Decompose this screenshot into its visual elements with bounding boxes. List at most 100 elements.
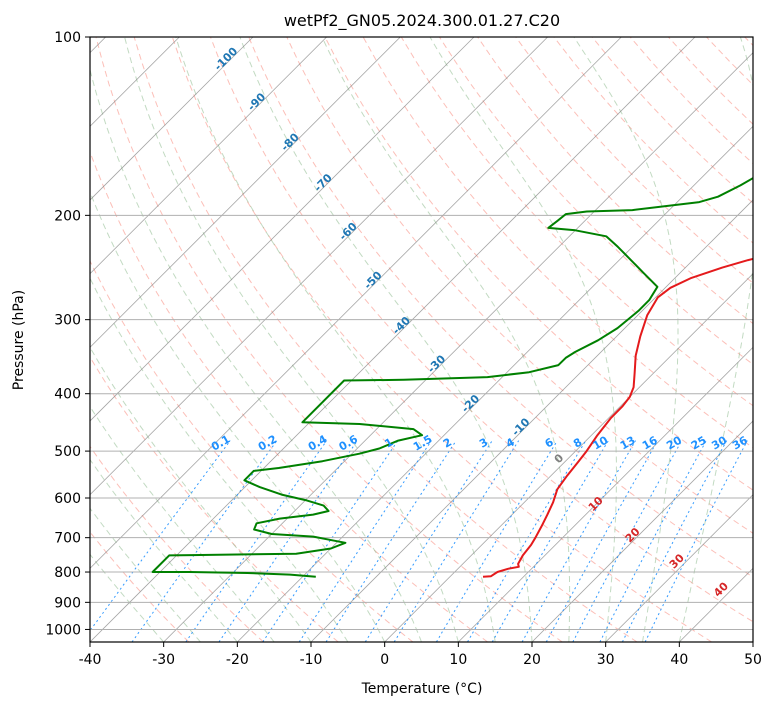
x-tick-label: 0 [380,652,389,668]
moist-adiabat [429,37,617,642]
isotherm-label: -10 [509,415,532,438]
x-tick-label: 40 [670,652,688,668]
x-axis-label: Temperature (°C) [361,681,483,697]
mixing-ratio-line [599,440,707,642]
dry-adiabat [90,259,414,642]
profile-line-1 [151,177,753,578]
moist-adiabat-label: 0 [552,451,567,466]
mixing-ratio-line [545,440,659,642]
moist-adiabat [90,67,422,642]
isotherm [605,494,753,642]
isotherm [90,37,254,201]
isotherm [679,567,753,642]
x-tick-label: -20 [226,652,249,668]
isotherm-label: -90 [245,90,268,113]
moist-adiabat [90,190,386,642]
mixing-ratio-label: 25 [689,434,709,453]
y-tick-label: 800 [54,565,81,581]
isotherm-label: -100 [212,44,241,73]
plot-frame [89,36,754,643]
mixing-ratio-line [262,440,399,642]
moist-adiabat-label: 40 [711,579,731,599]
moist-adiabat [90,277,349,642]
isotherm [90,37,475,422]
mixing-ratio-line [491,440,609,642]
moist-adiabat [678,37,753,642]
dry-adiabat [591,37,753,204]
moist-adiabat [90,507,201,642]
profile-lines [151,177,753,578]
mixing-ratio-label: 0.4 [306,432,330,453]
moist-adiabat-label: 20 [623,525,643,545]
mixing-ratio-line [90,440,231,632]
dry-adiabat [515,37,753,284]
isotherm [752,641,753,642]
mixing-ratio-line [572,440,683,642]
moist-adiabat-label: 30 [667,551,687,571]
mixing-ratio-label: 0.1 [209,433,232,454]
moist-adiabat [239,37,533,642]
isotherm [90,37,548,496]
isotherm-label: -40 [390,314,413,337]
moist-adiabat [321,37,571,642]
x-tick-label: 50 [744,652,762,668]
moist-adiabat [90,458,238,642]
isotherm [310,199,753,642]
mixing-ratio-label: 20 [664,433,684,452]
y-tick-label: 900 [54,595,81,611]
y-axis-label: Pressure (hPa) [11,290,27,390]
dry-adiabat [90,445,264,642]
dry-adiabat [744,37,753,47]
y-tick-label: 200 [54,208,81,224]
moist-adiabat [90,405,275,642]
moist-adiabat [175,37,496,642]
y-tick-label: 400 [54,387,81,403]
moist-adiabat [573,37,679,642]
mixing-ratio-label: 16 [640,433,660,452]
y-tick-label: 600 [54,491,81,507]
isotherm [90,37,401,348]
isotherm-label: -20 [459,392,482,415]
x-tick-label: 30 [597,652,615,668]
x-tick-label: -10 [300,652,323,668]
x-tick-label: -40 [79,652,102,668]
x-tick-label: 10 [449,652,467,668]
isotherm-label: -80 [279,130,302,153]
dry-adiabat [706,37,753,86]
isotherm [531,420,753,642]
isotherm [90,37,327,275]
mixing-ratio-label: 36 [730,433,750,452]
dry-adiabat [95,37,563,642]
mixing-ratio-label: 0.2 [256,433,279,454]
mixing-ratio-line [435,440,558,642]
isotherm-label: -60 [337,220,360,243]
reference-lines [90,37,753,642]
mixing-ratio-label: 10 [591,433,611,452]
mixing-ratio-line [131,440,278,642]
mixing-ratio-line [393,440,520,642]
dry-adiabat [171,37,712,642]
moist-adiabat [90,553,165,642]
dry-adiabat [286,37,753,534]
dry-adiabat [324,37,753,491]
profile-line-0 [482,257,753,578]
moist-adiabat [124,37,459,642]
y-tick-label: 500 [54,444,81,460]
mixing-ratio-line [364,440,493,642]
y-tick-label: 100 [54,30,81,46]
mixing-ratio-label: 0.6 [337,432,361,453]
y-tick-label: 300 [54,313,81,329]
x-axis: -40 -30 -20 -10 0 10 20 30 40 50 [79,642,762,668]
chart-title: wetPf2_GN05.2024.300.01.27.C20 [284,11,560,31]
x-tick-label: 20 [523,652,541,668]
isotherm [90,37,622,569]
moist-adiabat [90,346,312,642]
mixing-ratio-line [621,440,728,642]
isotherm [458,346,753,642]
mixing-ratio-label: 13 [618,434,638,453]
dry-adiabat [248,37,753,578]
isotherm [90,37,696,642]
dry-adiabat [90,356,339,642]
mixing-ratio-label: 30 [709,433,729,452]
